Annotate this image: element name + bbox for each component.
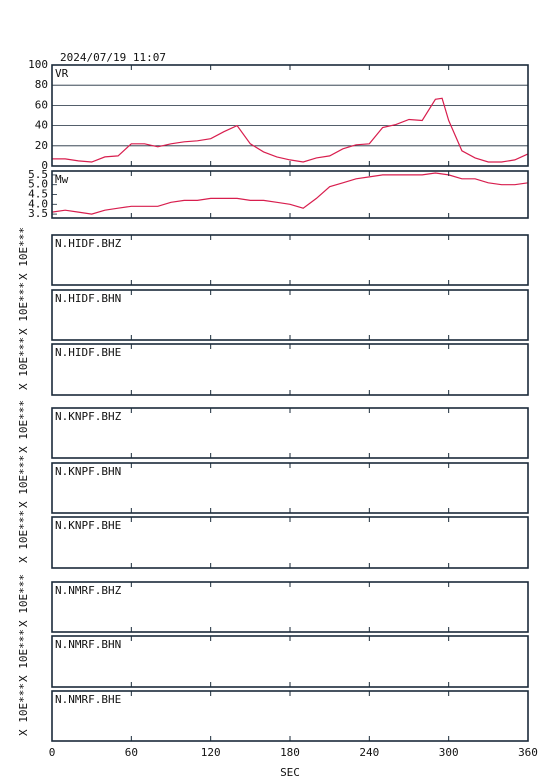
scale-label: X 10E*** [17, 227, 30, 280]
panel-title: VR [55, 67, 69, 80]
station-label: N.HIDF.BHE [55, 346, 121, 359]
x-tick-label: 240 [359, 746, 379, 759]
data-line [51, 172, 529, 215]
x-tick-label: 60 [125, 746, 138, 759]
station-label: N.NMRF.BHN [55, 638, 121, 651]
station-label: N.KNPF.BHE [55, 519, 121, 532]
trace-frame [51, 343, 529, 396]
trace-frame [51, 289, 529, 341]
scale-label: X 10E*** [17, 400, 30, 453]
timestamp: 2024/07/19 11:07 [60, 51, 166, 64]
x-tick-label: 180 [280, 746, 300, 759]
station-label: N.KNPF.BHZ [55, 410, 122, 423]
trace-frame [51, 581, 529, 633]
y-tick-label: 100 [28, 58, 48, 71]
panel-title: Mw [55, 173, 69, 186]
trace-frame [51, 407, 529, 459]
scale-label: X 10E*** [17, 510, 30, 563]
y-tick-label: 40 [35, 119, 48, 132]
y-tick-label: 4.0 [28, 197, 48, 210]
station-label: N.KNPF.BHN [55, 465, 121, 478]
data-line [52, 97, 529, 163]
scale-label: X 10E*** [17, 455, 30, 508]
station-label: N.NMRF.BHZ [55, 584, 122, 597]
y-tick-label: 80 [35, 78, 48, 91]
x-tick-label: 300 [439, 746, 459, 759]
trace-frame [51, 635, 529, 688]
panel-frame [51, 64, 529, 167]
station-label: N.HIDF.BHZ [55, 237, 122, 250]
scale-label: X 10E*** [17, 683, 30, 736]
scale-label: X 10E*** [17, 282, 30, 335]
y-tick-label: 60 [35, 98, 48, 111]
trace-frame [51, 462, 529, 514]
trace-frame [51, 690, 529, 742]
y-tick-label: 4.5 [28, 188, 48, 201]
y-tick-label: 5.0 [28, 178, 48, 191]
panel-frame [51, 170, 529, 219]
station-label: N.HIDF.BHN [55, 292, 121, 305]
x-axis-label: SEC [280, 766, 300, 779]
scale-label: X 10E*** [17, 337, 30, 390]
y-tick-label: 0 [41, 159, 48, 172]
x-tick-label: 120 [201, 746, 221, 759]
x-tick-label: 0 [49, 746, 56, 759]
y-tick-label: 20 [35, 139, 48, 152]
station-label: N.NMRF.BHE [55, 693, 121, 706]
x-tick-label: 360 [518, 746, 538, 759]
y-tick-label: 5.5 [28, 168, 48, 181]
trace-frame [51, 516, 529, 569]
y-tick-label: 3.5 [28, 207, 48, 220]
scale-label: X 10E*** [17, 574, 30, 627]
scale-label: X 10E*** [17, 629, 30, 682]
trace-frame [51, 234, 529, 286]
